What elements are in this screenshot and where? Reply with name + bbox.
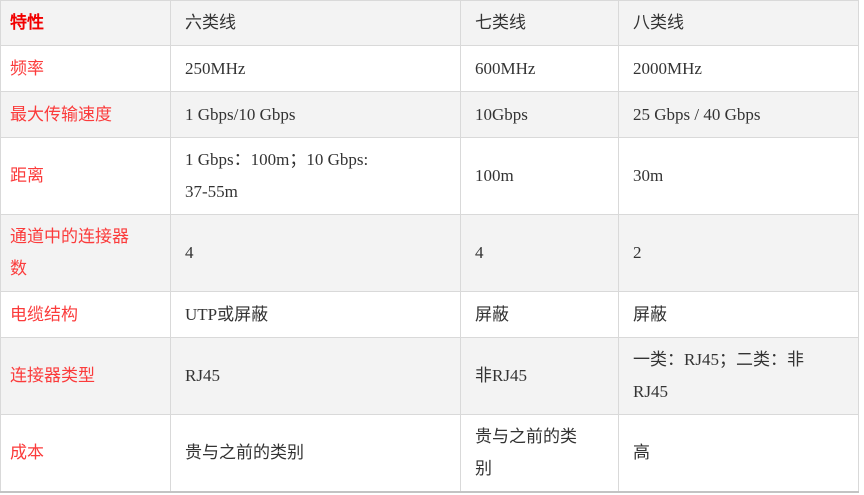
cell-structure-cat6: UTP或屏蔽 [170, 291, 461, 338]
cell-connector-type-cat6: RJ45 [170, 337, 461, 415]
table-row-cost: 成本 贵与之前的类别 贵与之前的类 别 高 [0, 414, 859, 492]
cell-max-speed-cat8: 25 Gbps / 40 Gbps [618, 91, 859, 138]
cell-frequency-cat8: 2000MHz [618, 45, 859, 92]
cell-max-speed-cat7: 10Gbps [460, 91, 619, 138]
column-header-feature: 特性 [0, 0, 171, 46]
cell-connectors-cat6: 4 [170, 214, 461, 292]
cell-connectors-cat8: 2 [618, 214, 859, 292]
cell-connector-type-cat7: 非RJ45 [460, 337, 619, 415]
row-label-max-speed: 最大传输速度 [0, 91, 171, 138]
cell-distance-cat7: 100m [460, 137, 619, 215]
cell-connector-type-cat8: 一类：RJ45；二类：非 RJ45 [618, 337, 859, 415]
column-header-cat6: 六类线 [170, 0, 461, 46]
row-label-cost: 成本 [0, 414, 171, 492]
table-row-cable-structure: 电缆结构 UTP或屏蔽 屏蔽 屏蔽 [0, 291, 859, 338]
column-header-cat7: 七类线 [460, 0, 619, 46]
table-row-max-speed: 最大传输速度 1 Gbps/10 Gbps 10Gbps 25 Gbps / 4… [0, 91, 859, 138]
cell-structure-cat8: 屏蔽 [618, 291, 859, 338]
column-header-cat8: 八类线 [618, 0, 859, 46]
cell-structure-cat7: 屏蔽 [460, 291, 619, 338]
cell-distance-cat8: 30m [618, 137, 859, 215]
row-label-connectors-in-channel: 通道中的连接器 数 [0, 214, 171, 292]
table-row-distance: 距离 1 Gbps：100m；10 Gbps: 37-55m 100m 30m [0, 137, 859, 215]
table-row-connector-type: 连接器类型 RJ45 非RJ45 一类：RJ45；二类：非 RJ45 [0, 337, 859, 415]
cell-connectors-cat7: 4 [460, 214, 619, 292]
row-label-frequency: 频率 [0, 45, 171, 92]
cell-cost-cat7: 贵与之前的类 别 [460, 414, 619, 492]
table-row-connectors-in-channel: 通道中的连接器 数 4 4 2 [0, 214, 859, 292]
cell-cost-cat8: 高 [618, 414, 859, 492]
table-row-frequency: 频率 250MHz 600MHz 2000MHz [0, 45, 859, 92]
row-label-cable-structure: 电缆结构 [0, 291, 171, 338]
cell-frequency-cat7: 600MHz [460, 45, 619, 92]
row-label-connector-type: 连接器类型 [0, 337, 171, 415]
cell-frequency-cat6: 250MHz [170, 45, 461, 92]
cell-max-speed-cat6: 1 Gbps/10 Gbps [170, 91, 461, 138]
cell-distance-cat6: 1 Gbps：100m；10 Gbps: 37-55m [170, 137, 461, 215]
row-label-distance: 距离 [0, 137, 171, 215]
cell-cost-cat6: 贵与之前的类别 [170, 414, 461, 492]
table-header-row: 特性 六类线 七类线 八类线 [0, 0, 859, 46]
